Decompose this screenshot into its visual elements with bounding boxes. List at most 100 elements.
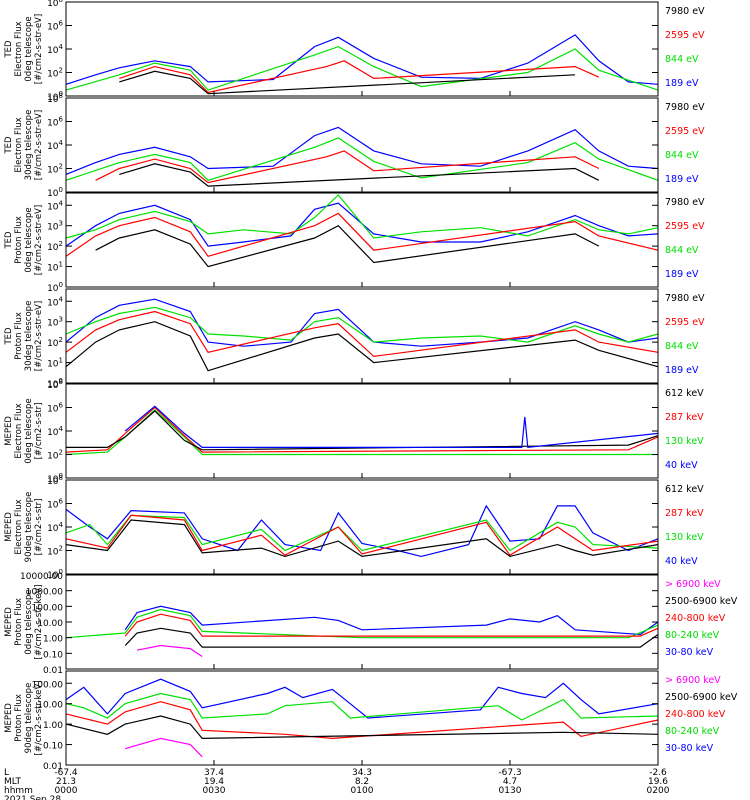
y-axis-label-line: TED xyxy=(4,327,14,346)
y-tick-label: 104 xyxy=(47,295,63,308)
y-axis-label-line: [#/cm2-s-str-keV] xyxy=(34,681,44,756)
legend-entry-green: 130 keV xyxy=(665,436,704,447)
legend-entry-red: 2595 eV xyxy=(665,30,705,41)
series-blue-line xyxy=(65,126,659,175)
plot-frame xyxy=(65,288,659,384)
legend-entry-magenta: > 6900 keV xyxy=(665,579,721,590)
legend-entry-blue: 30-80 keV xyxy=(665,647,714,658)
legend-entry-blue: 189 eV xyxy=(665,269,699,280)
y-axis-label: MEPEDProton Flux90deg telescope[#/cm2-s-… xyxy=(4,681,44,756)
y-axis-label-line: 30deg telescope xyxy=(24,301,34,372)
plot-frame xyxy=(65,479,659,575)
y-tick-label: 102 xyxy=(47,449,63,462)
x-tick-L: -2.6 xyxy=(649,768,667,778)
legend-entry-red: 2595 eV xyxy=(665,221,705,232)
y-axis-label-line: MEPED xyxy=(4,607,14,637)
y-tick-label: 106 xyxy=(47,498,63,511)
legend-entry-black: 612 keV xyxy=(665,388,704,399)
series-red-line xyxy=(124,613,659,637)
x-tick-MLT: 8.2 xyxy=(355,777,369,787)
series-red-line xyxy=(119,60,600,94)
series-red-line xyxy=(65,212,659,257)
y-tick-label: 102 xyxy=(47,67,63,80)
footer-row-label: L xyxy=(4,768,9,778)
series-green-line xyxy=(65,608,659,639)
series-black-line xyxy=(66,410,659,451)
y-tick-label: 103 xyxy=(47,220,63,233)
legend-entry-blue: 30-80 keV xyxy=(665,743,714,754)
y-axis-label-line: Electron Flux xyxy=(14,499,24,554)
y-axis-label-line: [#/cm2-s-str-eV] xyxy=(34,205,44,275)
legend-entry-magenta: > 6900 keV xyxy=(665,675,721,686)
legend-entry-green: 80-240 keV xyxy=(665,630,720,641)
series-green-line xyxy=(65,45,659,91)
y-tick-label: 102 xyxy=(47,240,63,253)
series-blue-line xyxy=(65,678,659,719)
series-magenta-line xyxy=(125,737,203,758)
y-tick-label: 1.00 xyxy=(43,721,63,731)
footer-row-label: MLT xyxy=(4,777,22,787)
y-axis-label-line: 90deg telescope xyxy=(24,492,34,563)
y-tick-label: 102 xyxy=(47,336,63,349)
legend-entry-green: 844 eV xyxy=(665,341,699,352)
y-axis-label: TEDProton Flux30deg telescope[#/cm2-s-st… xyxy=(4,301,44,372)
plot-frame xyxy=(65,670,659,766)
y-tick-label: 104 xyxy=(47,43,63,56)
legend-entry-red: 287 keV xyxy=(665,412,704,423)
y-axis-label: TEDElectron Flux0deg telescope[#/cm2-s-s… xyxy=(4,14,44,84)
y-axis-label-line: [#/cm2-s-str-eV] xyxy=(34,301,44,371)
y-axis-label-line: 0deg telescope xyxy=(24,398,34,463)
x-tick-hhmm: 0030 xyxy=(203,786,226,796)
y-tick-label: 10.00 xyxy=(37,701,63,711)
series-blue-line xyxy=(65,504,659,558)
y-tick-label: 106 xyxy=(47,116,63,129)
legend-entry-blue: 189 eV xyxy=(665,174,699,185)
y-tick-label: 0.01 xyxy=(43,666,63,676)
y-axis-label-line: 90deg telescope xyxy=(24,683,34,754)
y-tick-label: 10000.00 xyxy=(20,572,63,582)
y-tick-label: 101 xyxy=(47,357,63,370)
legend-entry-black: 612 keV xyxy=(665,484,704,495)
series-green-line xyxy=(65,409,658,456)
series-red-line xyxy=(95,150,600,184)
footer-row-label: 2021 Sep 28 xyxy=(4,795,61,800)
legend-entry-blue: 40 keV xyxy=(665,556,698,567)
y-axis-label-line: 0deg telescope xyxy=(24,207,34,272)
legend-entry-green: 80-240 keV xyxy=(665,726,720,737)
y-tick-label: 100 xyxy=(47,281,63,294)
y-axis-label-line: Proton Flux xyxy=(14,694,24,742)
y-tick-label: 106 xyxy=(47,402,63,415)
legend-entry-black: 7980 eV xyxy=(665,6,705,17)
series-red-line xyxy=(65,310,659,358)
series-red-line xyxy=(65,701,659,740)
y-tick-label: 0.10 xyxy=(43,650,63,660)
y-tick-label: 108 xyxy=(47,0,63,9)
x-tick-L: 37.4 xyxy=(204,768,224,778)
y-axis-label-line: 30deg telescope xyxy=(24,110,34,181)
y-axis-label-line: [#/cm2-s-str-eV] xyxy=(34,14,44,84)
legend-entry-red: 2595 eV xyxy=(665,126,705,137)
y-axis-label-line: 0deg telescope xyxy=(24,16,34,81)
x-tick-L: -67.3 xyxy=(498,768,521,778)
y-axis-label-line: Proton Flux xyxy=(14,312,24,360)
legend-entry-black: 7980 eV xyxy=(665,293,705,304)
plot-frame xyxy=(65,574,659,670)
y-tick-label: 1.00 xyxy=(43,635,63,645)
y-tick-label: 106 xyxy=(47,20,63,33)
plot-frame xyxy=(65,1,659,97)
series-blue-line xyxy=(124,605,659,636)
series-black-line xyxy=(65,715,659,740)
y-axis-label-line: Electron Flux xyxy=(14,21,24,76)
y-tick-label: 100.00 xyxy=(32,603,64,613)
y-tick-label: 104 xyxy=(47,199,63,212)
legend-entry-black: 7980 eV xyxy=(665,197,705,208)
y-axis-label-line: TED xyxy=(4,231,14,250)
panel-7: 0.01 0.10 1.00 10.00 100.00 1000.00 10000.00 ME… xyxy=(4,572,738,676)
series-magenta-line xyxy=(136,644,203,657)
legend-entry-blue: 40 keV xyxy=(665,460,698,471)
